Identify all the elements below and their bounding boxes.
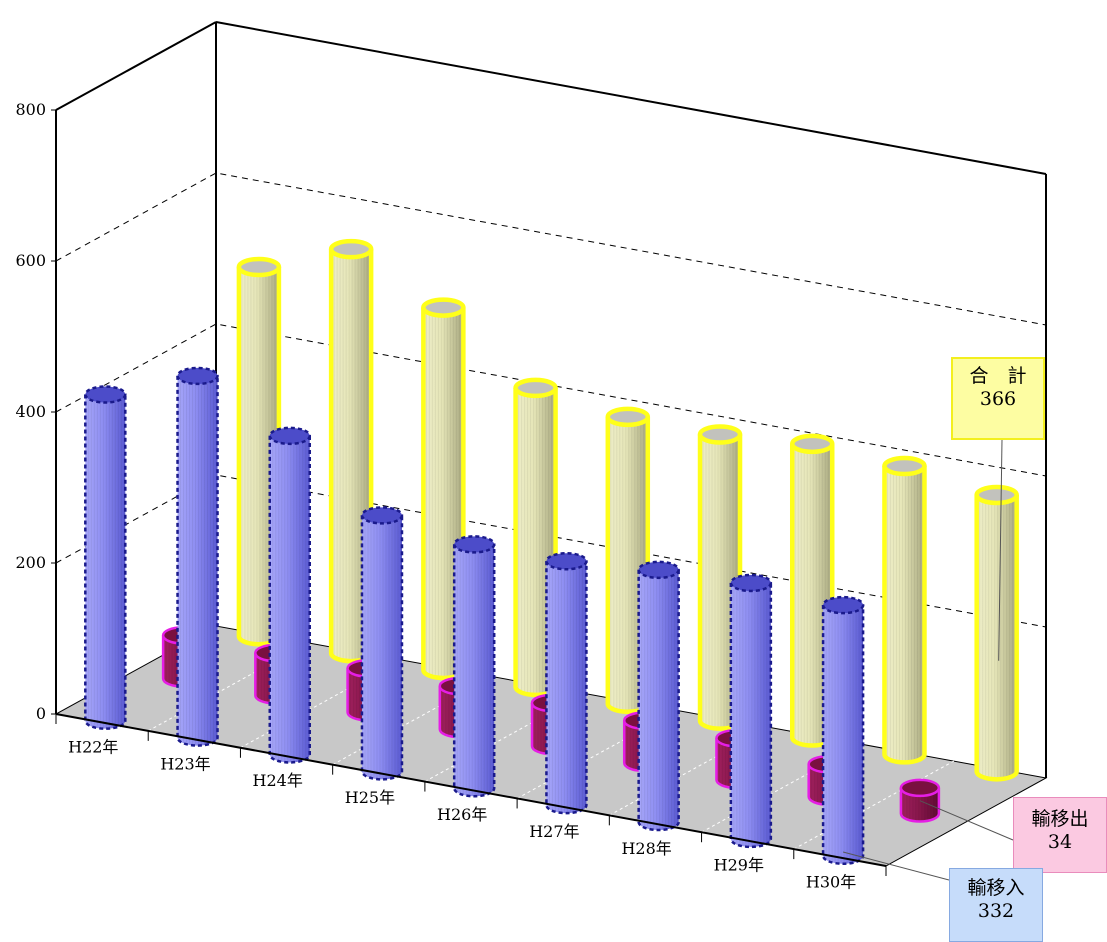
callout-outflow-label: 輸移出: [1031, 808, 1089, 830]
cylinder-total: [236, 256, 282, 647]
callout-inflow-value: 332: [977, 900, 1015, 922]
cylinder-body: [823, 605, 864, 864]
callout-inflow: 輸移入 332: [949, 868, 1043, 942]
y-tick-label: 800: [15, 100, 46, 119]
cylinder-outline: [637, 569, 680, 832]
cylinder-cap: [821, 595, 865, 615]
x-tick-label: H25年: [345, 788, 395, 807]
cylinder-cap: [882, 455, 927, 477]
cylinder-inflow: [176, 366, 219, 747]
cylinder-cap: [974, 484, 1019, 506]
cylinder-body: [900, 787, 939, 822]
cylinder-inflow: [545, 552, 588, 815]
cylinder-body: [638, 569, 679, 831]
leader-inflow: [842, 851, 950, 881]
x-tick-label: H30年: [806, 873, 856, 892]
cylinder-outline: [821, 605, 865, 866]
cylinder-total: [789, 433, 835, 748]
cylinder-outline: [545, 561, 588, 815]
cylinder-inflow: [84, 385, 127, 730]
x-tick-label: H28年: [621, 839, 671, 858]
callout-total-label: 合 計: [969, 365, 1027, 387]
cylinder-body: [85, 394, 126, 729]
cylinder-cap: [452, 535, 496, 554]
callout-inflow-label: 輸移入: [967, 877, 1025, 899]
cylinder-outflow: [899, 778, 941, 823]
cylinder-cap: [176, 366, 219, 386]
x-tick-label: H29年: [714, 856, 764, 875]
x-tick-label: H22年: [68, 737, 118, 756]
cylinder-inflow: [637, 560, 680, 832]
callout-total-value: 366: [979, 388, 1017, 410]
cylinder-cap: [605, 406, 651, 428]
cylinder-total: [974, 484, 1019, 782]
cylinder-inflow: [821, 595, 865, 866]
x-tick-label: H24年: [253, 771, 303, 790]
cylinder-outline: [899, 787, 941, 823]
x-tick-label: H23年: [160, 754, 210, 773]
gridline: [55, 323, 1047, 477]
back-wall-top-edge: [215, 21, 1047, 175]
cylinder-cap: [328, 238, 374, 260]
cylinder-outline: [974, 494, 1019, 782]
cylinder-cap: [513, 377, 558, 399]
cylinder-outline: [452, 544, 496, 798]
callout-outflow-value: 34: [1047, 831, 1073, 853]
cylinder-outline: [882, 466, 927, 765]
cylinder-body: [269, 435, 310, 763]
cylinder-total: [882, 455, 927, 765]
y-tick-label: 400: [15, 402, 46, 421]
cylinder-body: [607, 416, 648, 712]
y-tick-label: 0: [36, 704, 46, 723]
y-tick-label: 200: [15, 553, 46, 572]
x-axis-line: [55, 713, 887, 867]
cylinder-body: [884, 466, 925, 763]
cylinder-inflow: [729, 573, 773, 849]
cylinder-cap: [421, 297, 466, 318]
cylinder-cap: [268, 426, 312, 446]
x-tick-label: H26年: [437, 805, 487, 824]
cylinder-body: [976, 494, 1017, 780]
cylinder-body: [361, 515, 402, 780]
cylinder-outline: [176, 375, 219, 747]
cylinder-cap: [729, 573, 773, 593]
cylinder-inflow: [452, 535, 496, 798]
callout-outflow: 輸移出 34: [1013, 797, 1107, 873]
cylinder-cap: [789, 433, 835, 455]
cylinder-inflow: [268, 426, 312, 764]
leader-outflow: [919, 800, 1014, 841]
x-tick-label: H27年: [529, 822, 579, 841]
y-tick-label: 600: [15, 251, 46, 270]
side-wall-top-edge: [55, 21, 217, 111]
cylinder-cap: [899, 778, 941, 798]
cylinder-body: [177, 375, 218, 746]
leader-total: [998, 439, 1003, 661]
callout-total: 合 計 366: [951, 357, 1045, 440]
cylinder-cap: [84, 385, 127, 404]
cylinder-body: [454, 544, 495, 797]
cylinder-body: [423, 307, 464, 678]
gridline: [55, 172, 1047, 326]
floor-divider: [793, 760, 955, 850]
cylinder-body: [546, 561, 587, 814]
cylinder-inflow: [360, 506, 404, 781]
cylinder-cap: [360, 506, 404, 525]
cylinder-cap: [236, 256, 282, 278]
cylinder-cap: [637, 560, 680, 580]
cylinder-body: [730, 582, 771, 847]
cylinder-cap: [697, 424, 743, 445]
cylinder-cap: [545, 552, 588, 571]
